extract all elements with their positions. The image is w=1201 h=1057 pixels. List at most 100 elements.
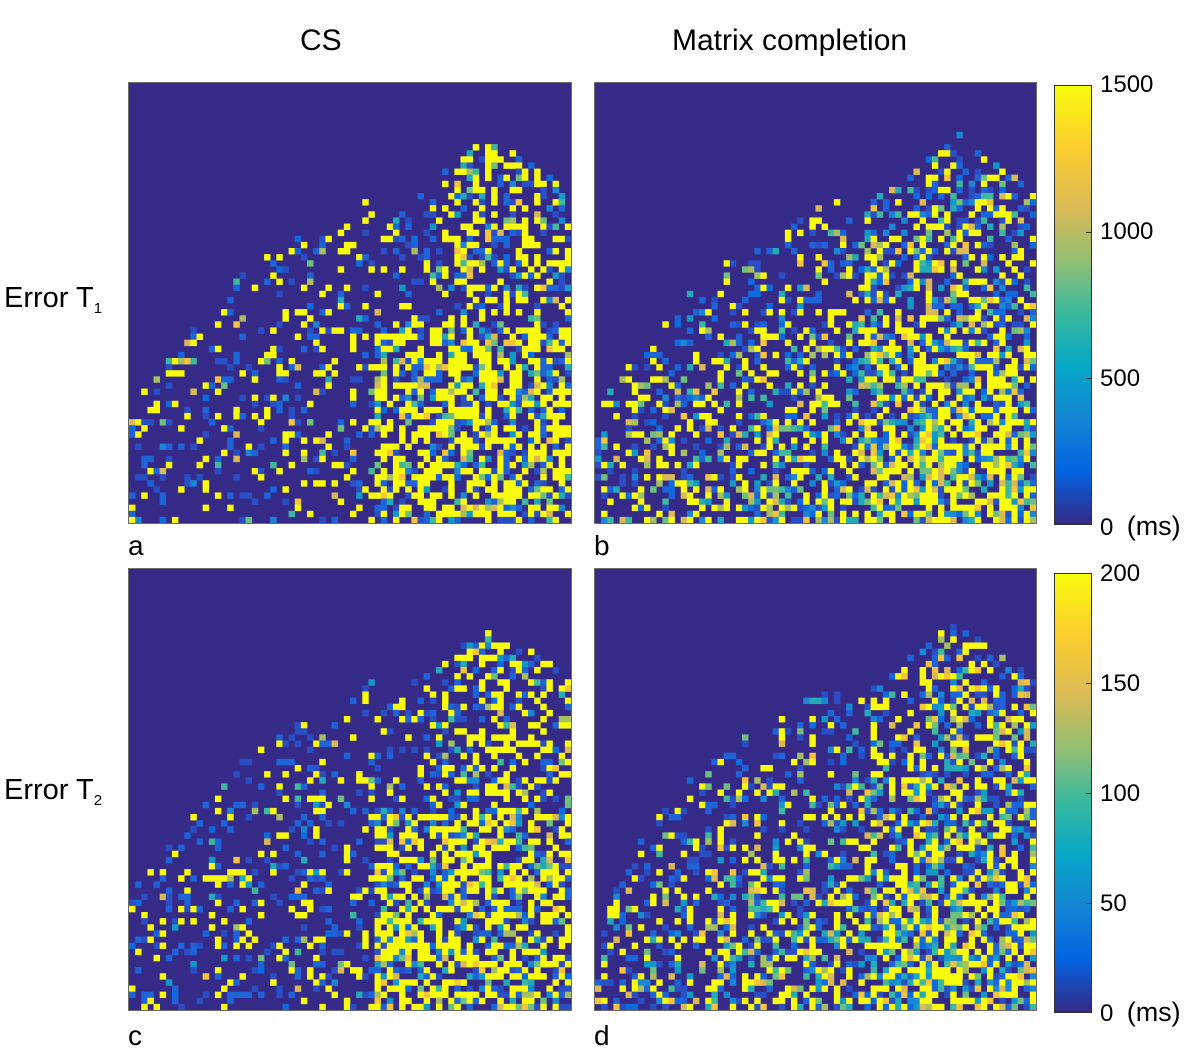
heatmap-cell [374,413,381,420]
heatmap-cell [368,419,375,426]
heatmap-cell [270,327,277,334]
heatmap-cell [331,516,339,523]
heatmap-cell [233,284,240,292]
heatmap-cell [895,309,902,316]
heatmap-cell [448,746,455,754]
heatmap-cell [417,887,424,894]
heatmap-cell [442,266,449,273]
heatmap-cell [558,918,566,925]
heatmap-cell [239,924,246,931]
heatmap-cell [631,942,639,950]
heatmap-cell [882,272,890,279]
heatmap-cell [460,382,467,389]
heatmap-cell [442,838,449,845]
heatmap-cell [515,339,523,347]
heatmap-cell [509,516,517,523]
heatmap-cell [429,863,437,870]
heatmap-cell [196,905,203,913]
heatmap-cell [668,875,675,882]
heatmap-cell [460,278,467,285]
heatmap-cell [485,223,492,230]
heatmap-cell [962,413,969,420]
heatmap-cell [454,370,461,377]
heatmap-cell [564,740,571,747]
heatmap-cell [840,260,847,267]
heatmap-cell [386,918,394,925]
heatmap-cell [503,734,510,741]
heatmap-cell [429,406,437,414]
heatmap-cell [925,474,933,481]
heatmap-cell [374,967,381,974]
heatmap-cell [772,370,780,377]
heatmap-cell [797,728,804,735]
heatmap-cell [870,443,878,450]
heatmap-cell [711,869,718,876]
heatmap-cell [980,156,988,163]
heatmap-cell [503,364,510,371]
heatmap-cell [386,844,394,852]
heatmap-cell [956,205,963,212]
heatmap-cell [423,795,431,803]
heatmap-cell [417,765,424,772]
heatmap-cell [276,814,283,821]
heatmap-cell [515,480,523,487]
heatmap-cell [540,918,547,925]
heatmap-cell [821,504,829,512]
heatmap-cell [264,351,271,359]
heatmap-cell [686,364,694,371]
heatmap-cell [742,376,749,383]
heatmap-cell [686,973,694,980]
heatmap-cell [1011,474,1018,481]
heatmap-cell [521,740,529,747]
heatmap-cell [178,918,185,925]
heatmap-cell [491,370,498,377]
heatmap-cell [386,783,394,790]
heatmap-cell [405,912,412,919]
heatmap-cell [300,449,308,457]
heatmap-cell [827,480,835,487]
heatmap-cell [729,474,737,481]
heatmap-cell [840,498,847,505]
heatmap-cell [485,838,492,845]
heatmap-cell [546,936,553,943]
heatmap-cell [889,296,896,304]
heatmap-cell [680,413,688,420]
heatmap-cell [595,985,602,992]
heatmap-cell [435,510,443,518]
heatmap-cell [411,431,418,438]
heatmap-cell [864,486,871,493]
heatmap-cell [864,278,871,285]
heatmap-cell [245,856,253,864]
heatmap-cell [956,217,963,224]
heatmap-cell [705,486,712,493]
heatmap-cell [178,893,185,901]
heatmap-cell [503,722,510,729]
heatmap-cell [766,863,773,870]
heatmap-cell [1005,406,1012,414]
heatmap-cell [466,642,474,649]
heatmap-cell [613,997,620,1005]
heatmap-cell [184,899,191,907]
heatmap-cell [509,881,517,888]
heatmap-cell [478,814,486,821]
heatmap-cell [435,327,443,334]
heatmap-cell [485,961,492,968]
heatmap-cell [472,844,480,852]
heatmap-cell [821,278,829,285]
heatmap-cell [742,777,749,784]
heatmap-cell [362,351,369,359]
heatmap-cell [227,997,234,1005]
heatmap-cell [478,248,486,255]
heatmap-cell [723,973,731,980]
heatmap-cell [491,765,498,772]
heatmap-cell [307,260,314,267]
heatmap-cell [392,217,400,224]
heatmap-cell [307,327,314,334]
heatmap-cell [214,461,222,469]
heatmap-cell [735,413,743,420]
heatmap-cell [368,758,375,766]
heatmap-cell [521,887,529,894]
heatmap-cell [558,327,566,334]
heatmap-cell [717,838,724,845]
heatmap-cell [723,752,731,760]
